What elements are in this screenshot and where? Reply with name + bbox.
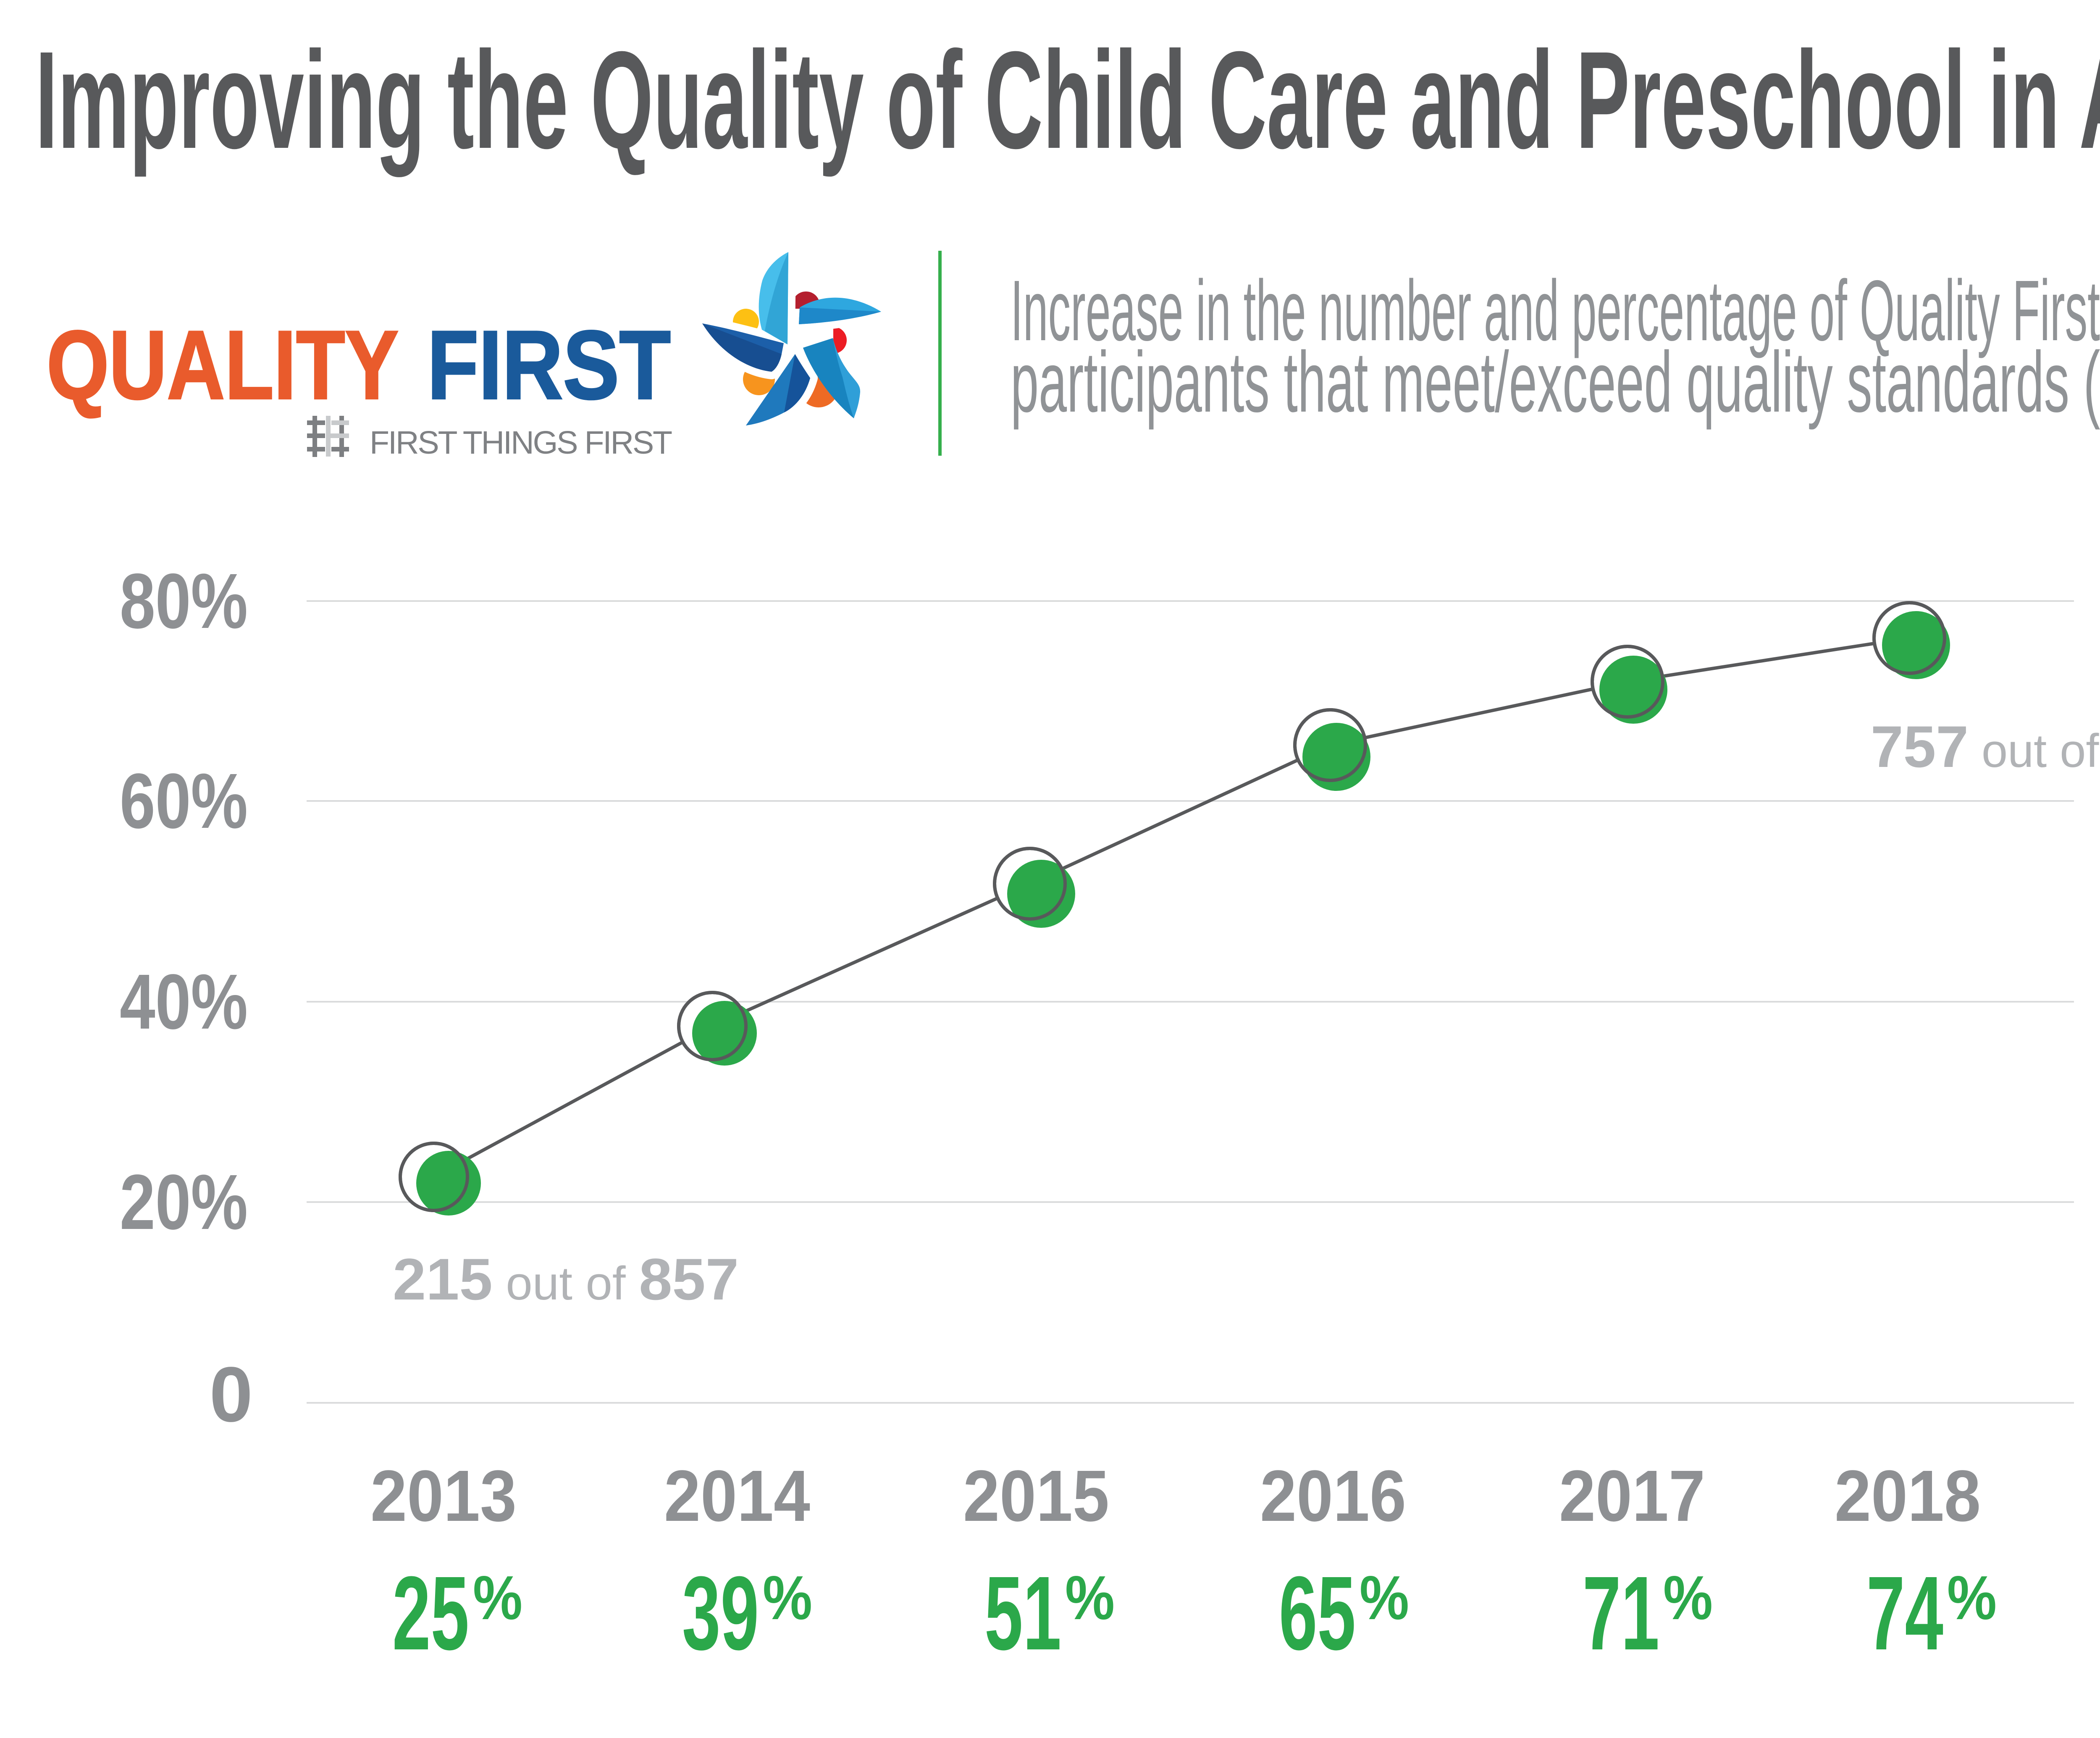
svg-text:20%: 20% [120, 1159, 248, 1246]
svg-text:%: % [1065, 1563, 1115, 1633]
svg-text:215 out of 857: 215 out of 857 [393, 1246, 739, 1312]
svg-text:FIRST: FIRST [427, 311, 671, 420]
svg-text:participants that meet/exceed: participants that meet/exceed quality st… [1011, 334, 2100, 430]
svg-text:2017: 2017 [1559, 1455, 1705, 1536]
svg-text:%: % [473, 1563, 522, 1633]
svg-text:60%: 60% [120, 758, 248, 845]
svg-text:2016: 2016 [1260, 1455, 1406, 1536]
svg-text:39: 39 [682, 1554, 759, 1672]
svg-text:51: 51 [984, 1554, 1061, 1672]
svg-text:65: 65 [1279, 1554, 1356, 1672]
svg-text:0: 0 [210, 1351, 253, 1438]
svg-text:FIRST THINGS FIRST: FIRST THINGS FIRST [370, 425, 672, 461]
svg-text:2015: 2015 [963, 1455, 1109, 1536]
svg-text:40%: 40% [120, 958, 248, 1045]
svg-text:2014: 2014 [664, 1455, 810, 1536]
svg-text:Improving the Quality of Child: Improving the Quality of Child Care and … [35, 22, 2100, 178]
svg-text:QUALITY: QUALITY [47, 311, 399, 420]
svg-text:757 out of 1022: 757 out of 1022 [1871, 714, 2100, 780]
svg-text:80%: 80% [120, 558, 248, 645]
svg-text:25: 25 [392, 1554, 469, 1672]
svg-text:%: % [763, 1563, 812, 1633]
svg-text:71: 71 [1583, 1554, 1659, 1672]
svg-text:2013: 2013 [370, 1455, 517, 1536]
svg-text:%: % [1360, 1563, 1409, 1633]
svg-text:%: % [1947, 1563, 1997, 1633]
svg-text:Increase in the number and per: Increase in the number and percentage of… [1011, 263, 2100, 359]
svg-text:74: 74 [1866, 1554, 1943, 1672]
svg-text:2018: 2018 [1835, 1455, 1981, 1536]
svg-text:%: % [1663, 1563, 1713, 1633]
